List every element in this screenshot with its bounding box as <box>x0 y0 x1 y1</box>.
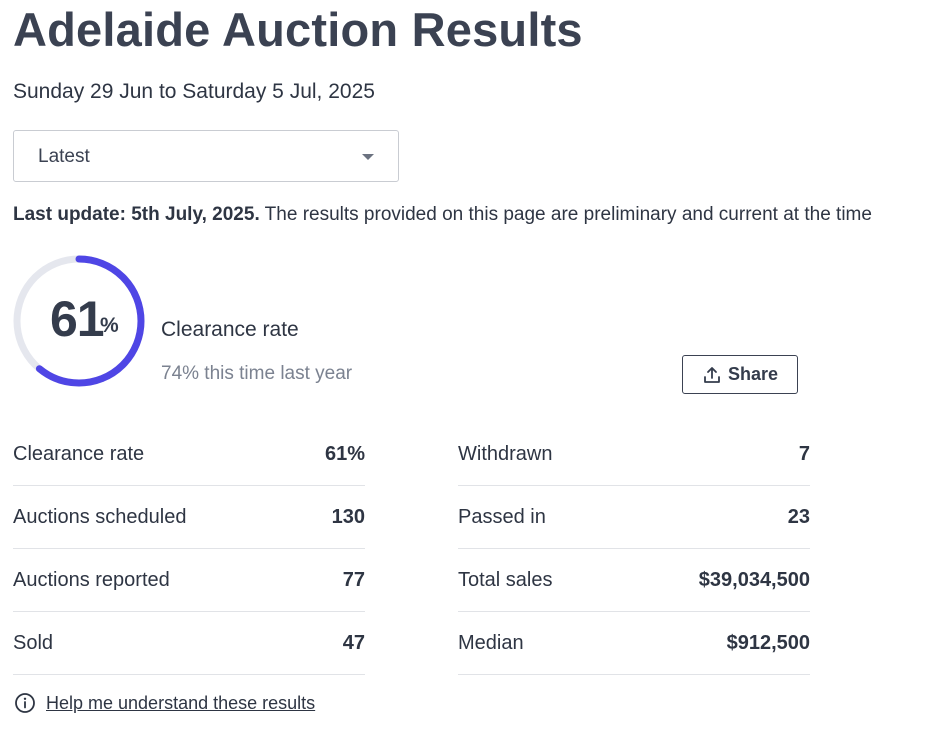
clearance-rate-value: 61 <box>50 291 105 347</box>
stat-label: Passed in <box>458 506 546 528</box>
stat-value: 61% <box>324 443 365 465</box>
update-date: Last update: 5th July, 2025. <box>13 204 260 225</box>
clearance-gauge <box>13 255 145 387</box>
last-year-comparison: 74% this time last year <box>161 363 353 384</box>
stat-row: Total sales $39,034,500 <box>458 550 810 612</box>
stat-label: Withdrawn <box>458 443 553 465</box>
stat-row: Passed in 23 <box>458 487 810 549</box>
share-button[interactable]: Share <box>682 355 798 394</box>
stat-row: Median $912,500 <box>458 613 810 675</box>
stat-value: 130 <box>331 506 365 528</box>
stat-label: Clearance rate <box>13 443 145 465</box>
stat-row: Auctions scheduled 130 <box>13 487 365 549</box>
share-upload-icon <box>704 366 720 383</box>
stats-column-right: Withdrawn 7 Passed in 23 Total sales $39… <box>458 424 810 676</box>
stat-value: $912,500 <box>726 632 810 654</box>
stat-row: Auctions reported 77 <box>13 550 365 612</box>
clearance-rate-percent: % <box>100 314 119 337</box>
period-select[interactable]: Latest <box>13 130 399 182</box>
help-link-label: Help me understand these results <box>46 692 316 713</box>
stat-value: $39,034,500 <box>698 569 810 591</box>
stat-label: Sold <box>13 632 54 654</box>
stats-column-left: Clearance rate 61% Auctions scheduled 13… <box>13 424 365 676</box>
stat-value: 77 <box>342 569 365 591</box>
period-select-value: Latest <box>38 146 90 167</box>
update-notice: Last update: 5th July, 2025. The results… <box>13 204 938 226</box>
clearance-rate-label: Clearance rate <box>161 318 299 341</box>
caret-down-icon <box>362 154 374 160</box>
stat-value: 7 <box>798 443 810 465</box>
update-text: The results provided on this page are pr… <box>259 204 872 225</box>
info-circle-icon <box>15 693 35 713</box>
stat-label: Auctions reported <box>13 569 170 591</box>
stat-row: Sold 47 <box>13 613 365 675</box>
share-button-label: Share <box>727 364 779 384</box>
stat-row: Clearance rate 61% <box>13 424 365 486</box>
stat-row: Withdrawn 7 <box>458 424 810 486</box>
stat-label: Auctions scheduled <box>13 506 187 528</box>
stat-label: Total sales <box>458 569 553 591</box>
stat-value: 47 <box>342 632 365 654</box>
gauge-progress <box>13 255 145 387</box>
date-range: Sunday 29 Jun to Saturday 5 Jul, 2025 <box>13 80 375 103</box>
page-title: Adelaide Auction Results <box>13 3 583 56</box>
help-link[interactable]: Help me understand these results <box>14 692 315 714</box>
stat-label: Median <box>458 632 524 654</box>
stat-value: 23 <box>787 506 810 528</box>
